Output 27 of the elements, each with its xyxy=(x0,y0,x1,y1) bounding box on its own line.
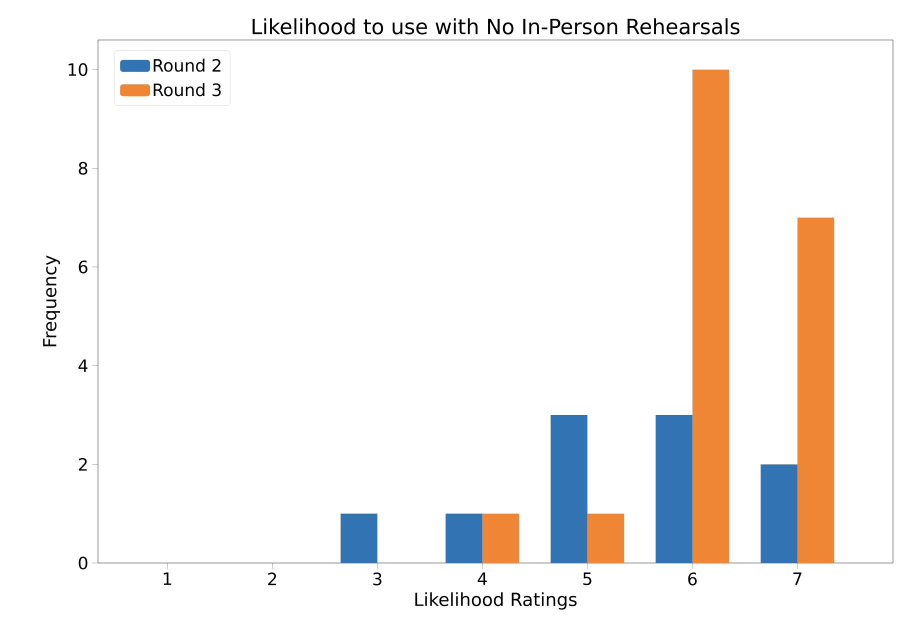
y-tick-label: 2 xyxy=(78,458,87,471)
x-tick-label: 1 xyxy=(164,572,172,585)
bar xyxy=(482,514,520,564)
x-tick-label: 5 xyxy=(583,572,592,586)
x-tick-label: 7 xyxy=(793,572,802,585)
y-axis-title: Frequency xyxy=(43,256,60,346)
y-tick-label: 10 xyxy=(68,63,88,76)
x-tick-label: 3 xyxy=(373,572,382,586)
x-tick-label: 4 xyxy=(478,572,487,585)
x-tick-label: 2 xyxy=(268,572,276,586)
legend-label: Round 3 xyxy=(154,83,221,96)
bar xyxy=(446,514,482,564)
bar xyxy=(340,514,378,564)
bar xyxy=(656,414,692,564)
bar xyxy=(692,70,730,564)
y-tick-label: 6 xyxy=(78,260,88,274)
bar xyxy=(550,414,588,564)
y-tick-label: 8 xyxy=(78,162,88,175)
x-tick-label: 6 xyxy=(688,572,697,586)
bar xyxy=(760,464,798,564)
chart-title: Likelihood to use with No In-Person Rehearsals xyxy=(252,18,740,34)
y-tick-label: 0 xyxy=(78,556,88,570)
x-axis-title: Likelihood Ratings xyxy=(415,592,577,610)
bar xyxy=(797,218,834,564)
y-tick-label: 4 xyxy=(78,359,88,372)
bar xyxy=(587,514,624,564)
legend-label: Round 2 xyxy=(154,58,220,72)
